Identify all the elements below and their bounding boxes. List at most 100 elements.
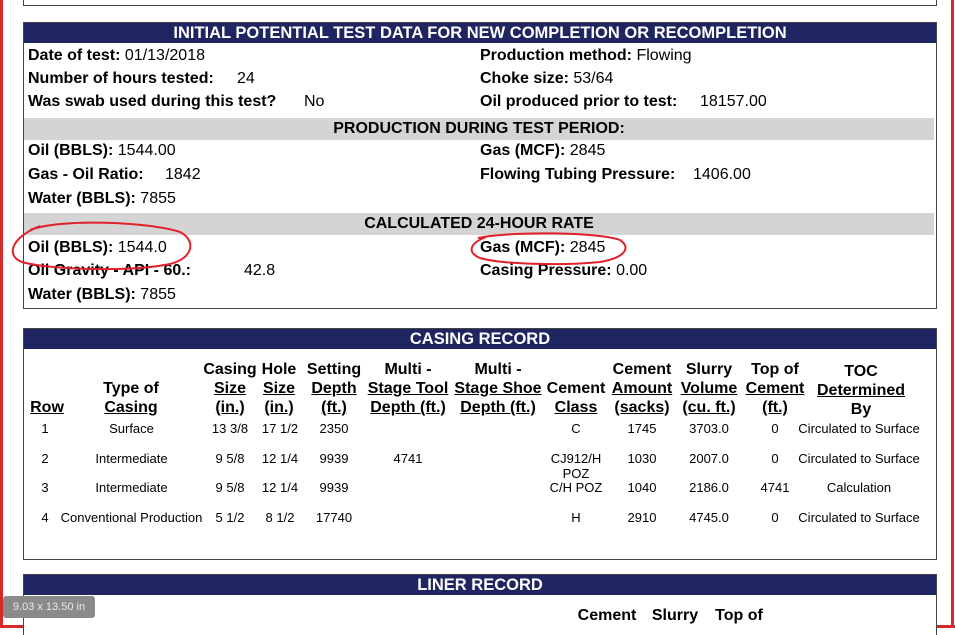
cell-cement-amount: 1030 [627,451,657,466]
col-header-row: Row [30,399,64,416]
col-header-type: Type of Casing [103,380,159,416]
cell-cement-amount: 1040 [627,480,657,495]
cell-slurry: 4745.0 [689,510,729,525]
tp-gas-value: 2845 [569,142,606,159]
tp-ftp-value: 1406.00 [693,166,751,183]
col-header-stage-shoe: Multi - Stage Shoe Depth (ft.) [454,361,542,416]
cell-cement-class: H [571,510,581,525]
cell-cement-amount: 1745 [627,421,657,436]
cell-slurry: 2007.0 [689,451,729,466]
cell-type: Conventional Production [60,510,203,525]
rate-casing-field: Casing Pressure: 0.00 [480,261,647,281]
rate-gas-value: 2845 [569,239,606,256]
tp-gor-value: 1842 [165,166,201,183]
cell-type: Intermediate [95,451,168,466]
production-method-value: Flowing [636,47,692,64]
cell-hole-size: 12 1/4 [261,480,299,495]
date-of-test-value: 01/13/2018 [124,47,205,64]
swab-label: Was swab used during this test? [28,93,277,110]
rate-water-field: Water (BBLS): 7855 [28,285,176,305]
cell-toc: Circulated to Surface [798,451,920,466]
cell-casing-size: 9 5/8 [215,451,245,466]
tp-gas-field: Gas (MCF): 2845 [480,141,605,161]
cell-casing-size: 9 5/8 [215,480,245,495]
cell-type: Intermediate [95,480,168,495]
liner-header-slurry: Slurry [651,607,699,624]
production-method-field: Production method: Flowing [480,46,692,66]
window-border-right [951,0,954,628]
cell-stage-tool: 4741 [393,451,423,466]
date-of-test-field: Date of test: 01/13/2018 [28,46,205,66]
cell-row: 1 [41,421,49,436]
rate-oil-value: 1544.0 [117,239,167,256]
rate-oil-field: Oil (BBLS): 1544.0 [28,238,167,258]
tp-ftp-label: Flowing Tubing Pressure: [480,166,676,183]
tp-oil-label: Oil (BBLS): [28,142,114,159]
liner-header-cement: Cement [577,607,637,624]
cell-top-of-cement: 0 [771,510,779,525]
cell-slurry: 3703.0 [689,421,729,436]
page-size-badge: 9.03 x 13.50 in [3,596,95,618]
col-header-toc: TOC Determined By [816,363,906,418]
cell-slurry: 2186.0 [689,480,729,495]
cell-hole-size: 8 1/2 [265,510,295,525]
cell-type: Surface [109,421,154,436]
hours-tested-label: Number of hours tested: [28,70,214,87]
cell-top-of-cement: 4741 [760,480,790,495]
oil-prior-value: 18157.00 [700,93,767,110]
cell-toc: Circulated to Surface [798,510,920,525]
initial-potential-title: INITIAL POTENTIAL TEST DATA FOR NEW COMP… [24,23,936,43]
cell-row: 3 [41,480,49,495]
cell-casing-size: 13 3/8 [211,421,249,436]
rate-casing-label: Casing Pressure: [480,262,612,279]
rate-water-value: 7855 [140,286,176,303]
col-header-stage-tool: Multi - Stage Tool Depth (ft.) [367,361,449,416]
swab-value: No [304,93,325,110]
rate-gas-label: Gas (MCF): [480,239,566,256]
choke-size-label: Choke size: [480,70,569,87]
cell-row: 2 [41,451,49,466]
tp-water-field: Water (BBLS): 7855 [28,189,176,209]
initial-potential-section: INITIAL POTENTIAL TEST DATA FOR NEW COMP… [23,22,937,309]
cell-cement-class: C [571,421,581,436]
rate-gas-field: Gas (MCF): 2845 [480,238,605,258]
col-header-hole-size: Hole Size (in.) [261,361,297,416]
col-header-slurry: Slurry Volume (cu. ft.) [680,361,738,416]
rate-band: CALCULATED 24-HOUR RATE [24,213,934,235]
liner-record-section: LINER RECORD Cement Slurry Top of [23,574,937,635]
cell-row: 4 [41,510,49,525]
previous-section-edge [23,0,937,6]
rate-casing-value: 0.00 [616,262,648,279]
cell-cement-amount: 2910 [627,510,657,525]
oil-prior-label: Oil produced prior to test: [480,93,678,110]
col-header-casing-size: Casing Size (in.) [203,361,257,416]
rate-gravity-value: 42.8 [244,262,276,279]
rate-oil-label: Oil (BBLS): [28,239,114,256]
choke-size-value: 53/64 [573,70,614,87]
tp-gor-label: Gas - Oil Ratio: [28,166,144,183]
production-method-label: Production method: [480,47,632,64]
cell-setting-depth: 2350 [319,421,349,436]
cell-toc: Calculation [826,480,892,495]
tp-oil-field: Oil (BBLS): 1544.00 [28,141,176,161]
liner-record-title: LINER RECORD [24,575,936,595]
col-header-top-of-cement: Top of Cement (ft.) [745,361,805,416]
test-period-band: PRODUCTION DURING TEST PERIOD: [24,118,934,140]
tp-oil-value: 1544.00 [117,142,176,159]
cell-setting-depth: 9939 [319,451,349,466]
col-header-cement-amount: Cement Amount (sacks) [611,361,673,416]
cell-cement-class: CJ912/H POZ [550,451,602,481]
cell-top-of-cement: 0 [771,421,779,436]
liner-header-top-of: Top of [715,607,763,624]
hours-tested-value: 24 [237,70,255,87]
cell-cement-class: C/H POZ [549,480,603,495]
rate-gravity-label: Oil Gravity - API - 60.: [28,262,192,279]
cell-toc: Circulated to Surface [798,421,920,436]
window-border-left [0,0,3,628]
tp-gas-label: Gas (MCF): [480,142,566,159]
rate-water-label: Water (BBLS): [28,286,136,303]
cell-setting-depth: 17740 [315,510,353,525]
choke-size-field: Choke size: 53/64 [480,69,613,89]
cell-setting-depth: 9939 [319,480,349,495]
col-header-cement-class: Cement Class [546,380,606,416]
